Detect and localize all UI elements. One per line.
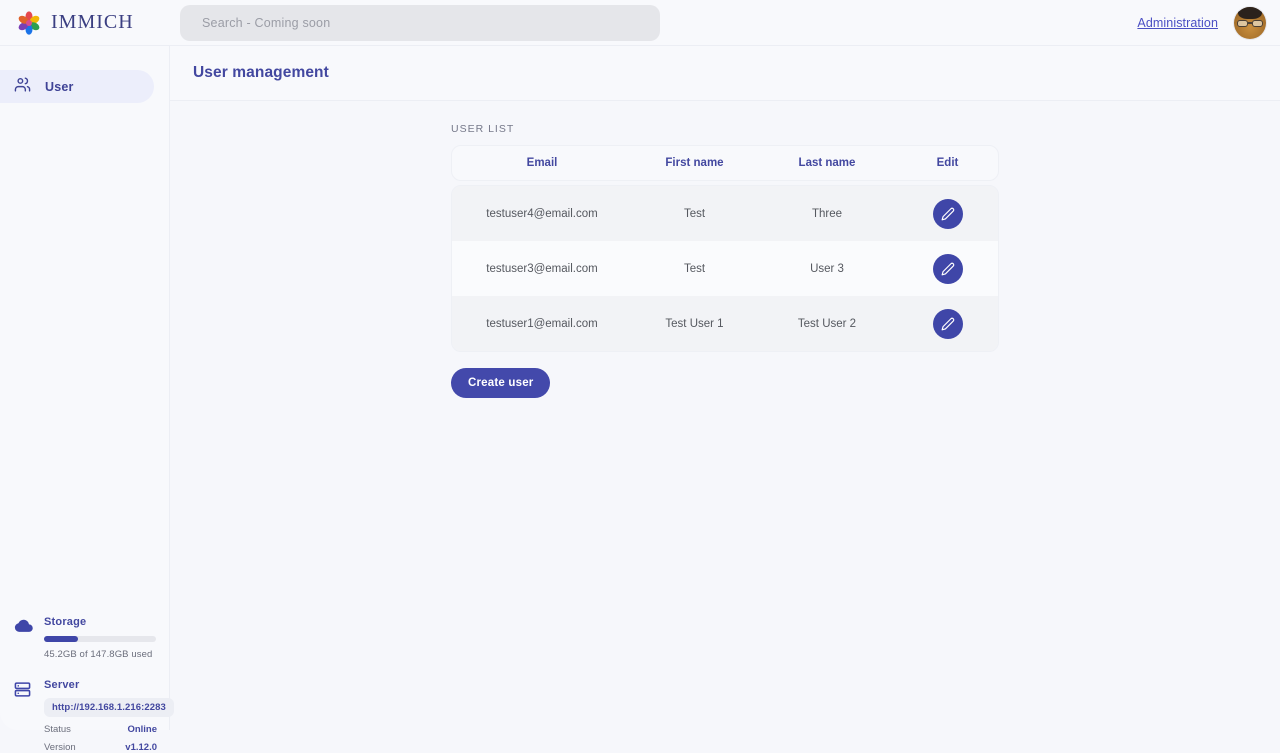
cell-email: testuser1@email.com	[486, 317, 598, 330]
top-bar: IMMICH Search - Coming soon Administrati…	[0, 0, 1280, 46]
cell-last-name: Test User 2	[797, 317, 857, 330]
column-header-first-name: First name	[665, 157, 724, 169]
edit-user-button[interactable]	[932, 253, 963, 284]
avatar-glasses-left	[1237, 20, 1248, 27]
cell-email: testuser4@email.com	[486, 207, 598, 220]
main-content: User management USER LIST Email First na…	[170, 46, 1280, 730]
search-input[interactable]: Search - Coming soon	[180, 5, 660, 41]
sidebar: User Storage 45.2GB of 147.8GB used	[0, 46, 174, 753]
table-row[interactable]: testuser4@email.com Test Three	[452, 186, 998, 241]
server-icon	[14, 679, 36, 703]
table-row[interactable]: testuser1@email.com Test User 1 Test Use…	[452, 296, 998, 351]
storage-title: Storage	[44, 616, 87, 628]
cell-first-name: Test	[683, 262, 706, 275]
pencil-icon	[941, 262, 954, 275]
table-header-row: Email First name Last name Edit	[451, 145, 999, 181]
server-version-label: Version	[44, 742, 76, 753]
cell-last-name: User 3	[810, 262, 844, 275]
pencil-icon	[941, 207, 954, 220]
server-version-value: v1.12.0	[125, 742, 157, 753]
cell-edit	[897, 308, 998, 339]
cell-edit	[897, 198, 998, 229]
column-header-email: Email	[526, 157, 558, 169]
storage-panel: Storage 45.2GB of 147.8GB used	[14, 616, 159, 660]
sidebar-item-label: User	[45, 79, 74, 94]
page-title: User management	[193, 64, 329, 81]
users-icon	[14, 76, 31, 98]
administration-link[interactable]: Administration	[1137, 16, 1218, 30]
avatar-hair	[1238, 7, 1262, 19]
column-header-edit: Edit	[936, 157, 959, 169]
storage-progress-track	[44, 636, 156, 642]
page-header: User management	[170, 46, 1280, 101]
avatar-glasses-bridge	[1248, 22, 1252, 24]
top-bar-actions: Administration	[1137, 0, 1266, 46]
immich-flower-logo-icon	[16, 10, 42, 36]
server-title: Server	[44, 679, 80, 691]
server-url-badge[interactable]: http://192.168.1.216:2283	[44, 698, 174, 717]
table-body: testuser4@email.com Test Three testuser3…	[451, 185, 999, 352]
column-header-last-name: Last name	[798, 157, 856, 169]
cell-first-name: Test User 1	[665, 317, 724, 330]
storage-usage-text: 45.2GB of 147.8GB used	[44, 649, 153, 660]
edit-user-button[interactable]	[932, 308, 963, 339]
create-user-button[interactable]: Create user	[451, 368, 551, 398]
server-panel: Server http://192.168.1.216:2283 Status …	[14, 679, 174, 753]
pencil-icon	[941, 317, 954, 330]
avatar-glasses-right	[1252, 20, 1263, 27]
cell-edit	[897, 253, 998, 284]
cell-last-name: Three	[811, 207, 843, 220]
user-list-label: USER LIST	[451, 123, 515, 135]
user-table: Email First name Last name Edit testuser…	[451, 145, 999, 352]
avatar[interactable]	[1234, 7, 1266, 39]
storage-progress-fill	[44, 636, 78, 642]
edit-user-button[interactable]	[932, 198, 963, 229]
cell-first-name: Test	[683, 207, 706, 220]
server-version-row: Version v1.12.0	[44, 742, 157, 753]
sidebar-item-user[interactable]: User	[0, 70, 154, 103]
brand-name: IMMICH	[51, 11, 134, 33]
brand[interactable]: IMMICH	[16, 10, 166, 36]
cloud-icon	[14, 616, 36, 638]
table-row[interactable]: testuser3@email.com Test User 3	[452, 241, 998, 296]
cell-email: testuser3@email.com	[486, 262, 598, 275]
search-placeholder: Search - Coming soon	[202, 16, 331, 30]
user-management-content: USER LIST Email First name Last name Edi…	[170, 101, 1280, 398]
